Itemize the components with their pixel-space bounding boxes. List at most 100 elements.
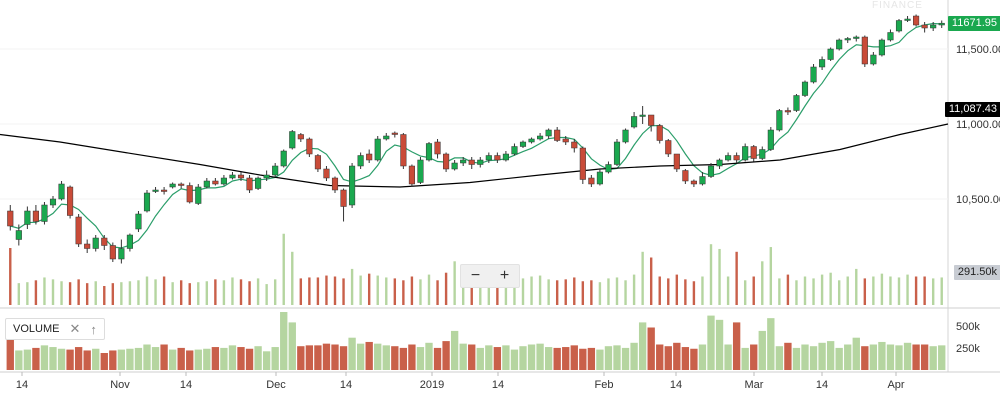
volume-overlay-bar	[231, 277, 234, 305]
volume-bar	[604, 346, 613, 370]
volume-bar	[66, 349, 74, 370]
candle	[707, 165, 715, 177]
volume-bar	[322, 343, 331, 370]
candle	[648, 114, 655, 126]
candle	[511, 146, 518, 155]
volume-overlay-bar	[444, 272, 448, 305]
candle	[49, 198, 57, 206]
volume-bar	[49, 347, 57, 370]
volume-overlay-bar	[547, 279, 550, 305]
volume-bar	[305, 345, 314, 370]
volume-overlay-bar	[846, 276, 849, 305]
zoom-out-button[interactable]: −	[470, 267, 481, 284]
ma-long-line	[0, 123, 949, 188]
volume-overlay-bar	[436, 280, 439, 305]
volume-overlay-bar	[154, 279, 157, 305]
volume-overlay-bar	[872, 276, 875, 305]
volume-overlay-bar	[376, 275, 379, 305]
volume-overlay-bar	[513, 282, 516, 305]
volume-bar	[391, 346, 399, 370]
volume-bar	[203, 348, 211, 370]
candle	[400, 134, 407, 167]
x-tick-label: 2019	[420, 379, 444, 391]
volume-bar	[288, 322, 296, 370]
x-tick-label: 14	[670, 379, 682, 391]
price-tick-label: 11,000.00	[956, 119, 1000, 131]
volume-overlay-bar	[701, 276, 704, 305]
volume-bar	[673, 342, 681, 370]
volume-overlay-bar	[667, 278, 670, 305]
volume-bar	[621, 347, 630, 370]
candle	[408, 165, 415, 185]
volume-bar	[493, 347, 502, 370]
candle	[289, 131, 296, 149]
candle	[725, 155, 732, 161]
candle	[562, 138, 569, 143]
volume-bar	[502, 345, 510, 370]
volume-bar	[553, 347, 561, 370]
candle	[793, 95, 800, 111]
candle	[801, 81, 809, 96]
candle	[314, 155, 321, 170]
candle	[716, 159, 723, 167]
volume-bar	[562, 347, 570, 370]
long-ma-tag: 11,087.43	[944, 102, 1000, 117]
volume-overlay-bar	[17, 283, 21, 305]
volume-bar	[732, 322, 741, 370]
volume-overlay-bar	[615, 277, 619, 305]
candle	[460, 159, 467, 164]
volume-overlay-bar	[479, 280, 482, 305]
volume-bar	[399, 347, 408, 370]
volume-bar	[450, 330, 459, 370]
candle	[836, 39, 843, 50]
candle	[297, 134, 304, 140]
volume-bar	[613, 345, 621, 370]
volume-overlay-bar	[111, 283, 115, 305]
close-icon[interactable]: ✕	[69, 321, 81, 336]
volume-bar	[826, 341, 835, 370]
volume-bar	[297, 346, 305, 370]
volume-tick-label: 250k	[956, 343, 980, 355]
volume-overlay-bar	[453, 261, 456, 305]
volume-bar	[109, 350, 117, 370]
volume-overlay-bar	[889, 276, 892, 305]
volume-bar	[869, 344, 878, 370]
x-tick-label: Dec	[266, 379, 286, 391]
volume-bar	[844, 344, 852, 370]
volume-overlay-bar	[692, 281, 696, 305]
volume-bar	[792, 347, 801, 370]
candle	[639, 114, 646, 117]
candle	[776, 110, 783, 131]
volume-legend: VOLUME ✕ ↑	[5, 318, 105, 340]
volume-bar	[579, 348, 587, 370]
volume-overlay-bar	[735, 251, 738, 305]
volume-bar	[638, 322, 647, 370]
volume-bar	[92, 348, 100, 370]
volume-bar	[117, 349, 126, 370]
candle	[844, 38, 851, 41]
arrow-up-icon[interactable]: ↑	[90, 321, 97, 337]
volume-bar	[784, 342, 792, 370]
candle	[417, 159, 424, 183]
candle	[554, 129, 561, 141]
volume-overlay-bar	[393, 278, 397, 305]
zoom-in-button[interactable]: +	[499, 267, 510, 284]
candle	[203, 180, 210, 188]
x-tick-label: 14	[180, 379, 192, 391]
volume-overlay-bar	[427, 274, 431, 305]
volume-bar	[698, 344, 707, 370]
x-tick-label: Nov	[110, 379, 130, 391]
volume-overlay-bar	[68, 282, 72, 305]
volume-overlay-bar	[222, 280, 226, 305]
candle	[895, 20, 903, 32]
volume-bar	[468, 344, 476, 370]
volume-overlay-bar	[402, 280, 405, 305]
volume-bar	[15, 350, 23, 370]
volume-bar	[245, 348, 254, 370]
volume-bar	[134, 347, 143, 370]
volume-bar	[442, 341, 450, 370]
volume-overlay-bar	[496, 279, 499, 305]
candle	[878, 39, 885, 56]
candle	[331, 177, 339, 191]
